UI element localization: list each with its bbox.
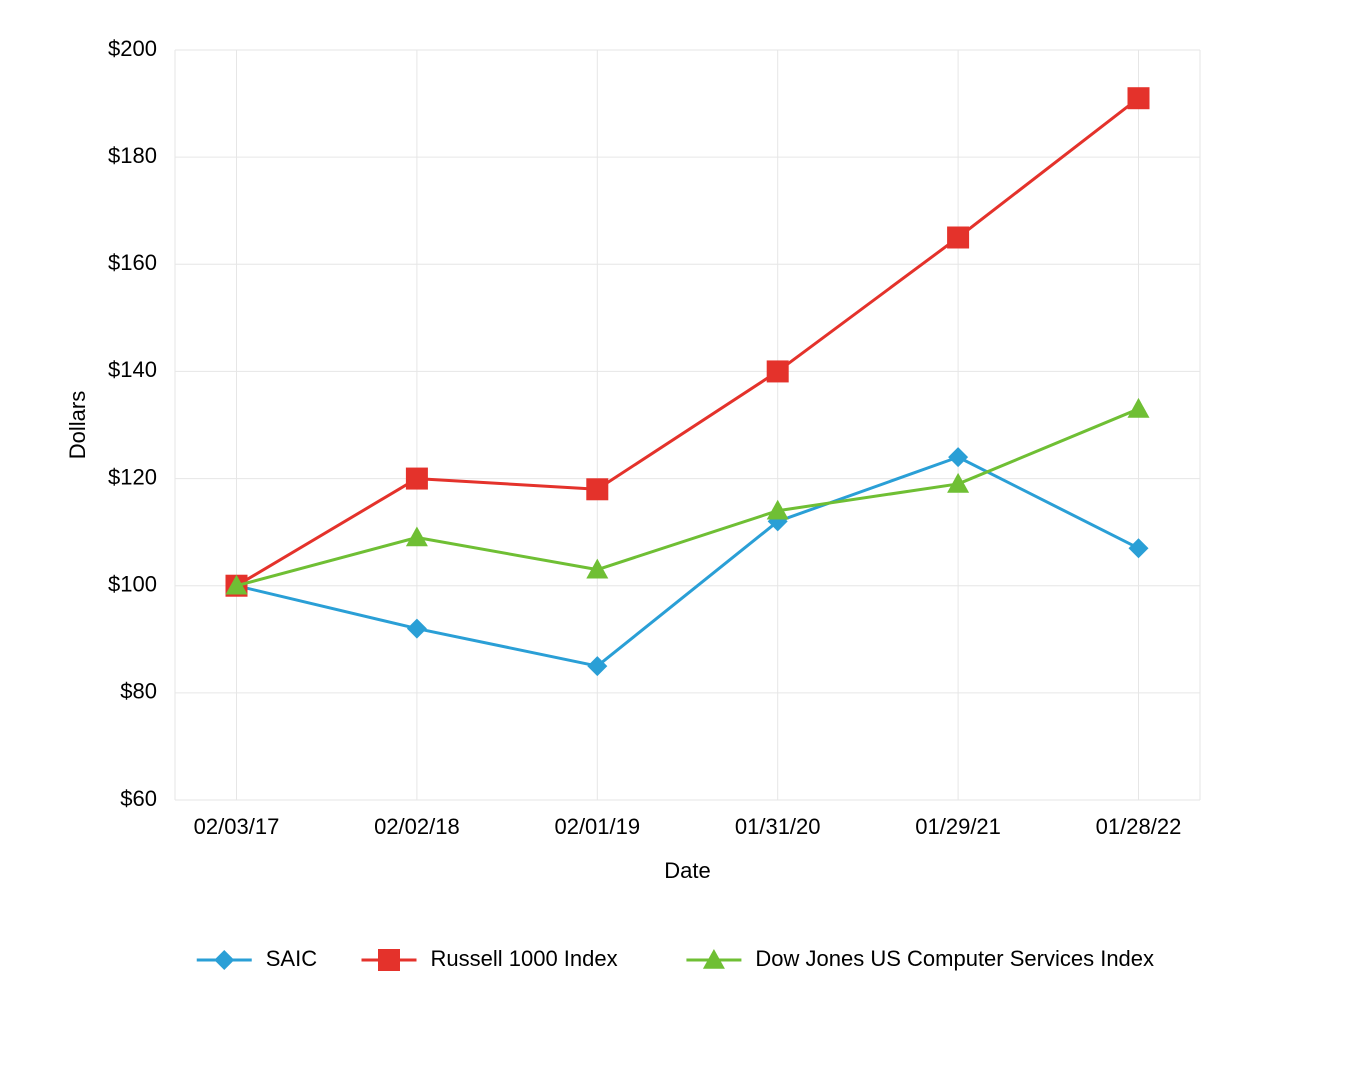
y-tick-label: $180 xyxy=(108,143,157,168)
x-tick-label: 01/31/20 xyxy=(735,814,821,839)
legend-label: Russell 1000 Index xyxy=(431,946,618,971)
stock-comparison-chart: $60 $80 $100 $120 $140 $160 $180 $200 02/03/17 02… xyxy=(0,0,1364,1066)
y-tick-label: $160 xyxy=(108,250,157,275)
x-tick-label: 01/29/21 xyxy=(915,814,1001,839)
y-tick-label: $80 xyxy=(120,679,157,704)
y-tick-label: $120 xyxy=(108,464,157,489)
legend-label: Dow Jones US Computer Services Index xyxy=(755,946,1154,971)
y-axis-label: Dollars xyxy=(65,391,90,459)
legend-item: Russell 1000 Index xyxy=(362,946,618,971)
y-tick-label: $100 xyxy=(108,572,157,597)
legend-item: Dow Jones US Computer Services Index xyxy=(686,946,1154,971)
x-tick-label: 02/03/17 xyxy=(194,814,280,839)
y-tick-label: $140 xyxy=(108,357,157,382)
x-tick-label: 01/28/22 xyxy=(1096,814,1182,839)
x-axis-label: Date xyxy=(664,858,710,883)
x-tick-label: 02/01/19 xyxy=(554,814,640,839)
x-tick-label: 02/02/18 xyxy=(374,814,460,839)
y-tick-label: $200 xyxy=(108,36,157,61)
legend-label: SAIC xyxy=(266,946,317,971)
y-tick-label: $60 xyxy=(120,786,157,811)
chart-svg: $60 $80 $100 $120 $140 $160 $180 $200 02/03/17 02… xyxy=(0,0,1364,1066)
